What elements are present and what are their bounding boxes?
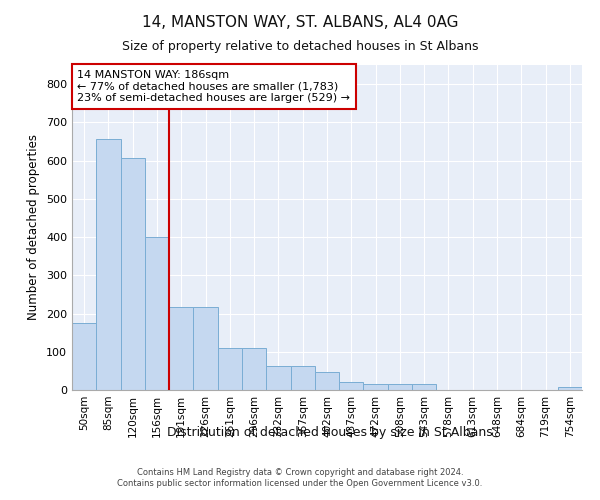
Text: Distribution of detached houses by size in St Albans: Distribution of detached houses by size … <box>167 426 493 439</box>
Bar <box>169 306 193 390</box>
Bar <box>145 237 169 390</box>
Bar <box>364 384 388 390</box>
Bar <box>290 366 315 390</box>
Bar <box>242 348 266 390</box>
Bar <box>96 139 121 390</box>
Bar <box>558 387 582 390</box>
Bar <box>193 306 218 390</box>
Text: 14 MANSTON WAY: 186sqm
← 77% of detached houses are smaller (1,783)
23% of semi-: 14 MANSTON WAY: 186sqm ← 77% of detached… <box>77 70 350 103</box>
Y-axis label: Number of detached properties: Number of detached properties <box>28 134 40 320</box>
Bar <box>388 384 412 390</box>
Text: Contains HM Land Registry data © Crown copyright and database right 2024.
Contai: Contains HM Land Registry data © Crown c… <box>118 468 482 487</box>
Text: Size of property relative to detached houses in St Albans: Size of property relative to detached ho… <box>122 40 478 53</box>
Bar <box>72 323 96 390</box>
Bar <box>266 366 290 390</box>
Bar <box>412 384 436 390</box>
Text: 14, MANSTON WAY, ST. ALBANS, AL4 0AG: 14, MANSTON WAY, ST. ALBANS, AL4 0AG <box>142 15 458 30</box>
Bar <box>218 348 242 390</box>
Bar <box>121 158 145 390</box>
Bar <box>315 372 339 390</box>
Bar <box>339 382 364 390</box>
